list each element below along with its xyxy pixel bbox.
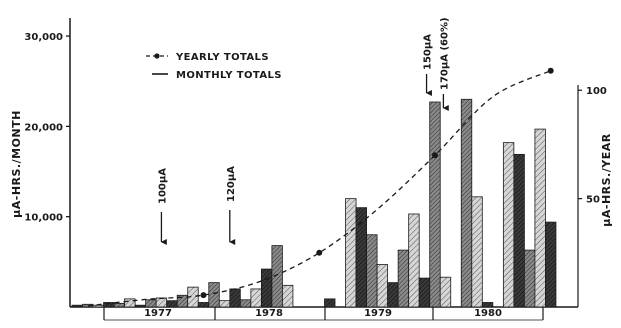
monthly-bar	[523, 249, 536, 308]
monthly-bar	[260, 268, 273, 308]
monthly-bar	[534, 128, 546, 308]
monthly-bar	[71, 304, 83, 308]
monthly-bar	[439, 276, 452, 308]
monthly-bar	[155, 297, 168, 308]
yearly-total-point	[200, 292, 207, 299]
monthly-bar	[502, 142, 515, 308]
year-label: 1977	[144, 308, 172, 319]
monthly-bar	[113, 302, 126, 308]
monthly-bar	[208, 282, 220, 308]
legend-monthly-label: MONTHLY TOTALS	[176, 70, 282, 81]
monthly-bar	[145, 299, 157, 308]
monthly-bar	[229, 288, 241, 308]
monthly-bar	[282, 284, 294, 308]
monthly-bars	[71, 98, 557, 308]
year-label: 1979	[364, 308, 392, 319]
monthly-bar	[218, 300, 231, 308]
monthly-bar	[545, 221, 557, 308]
monthly-bar	[239, 299, 252, 308]
monthly-bar	[513, 153, 525, 308]
monthly-bar	[124, 298, 136, 308]
monthly-bar	[92, 304, 104, 308]
yearly-totals-line	[87, 70, 551, 307]
annotation-label: 120µA	[226, 166, 237, 202]
year-axis: 1977 1978 1979 1980	[103, 307, 544, 321]
annotations: 100µA 120µA 150µA 170µA (60%)	[157, 17, 450, 245]
monthly-bar	[250, 288, 262, 308]
right-axis-ticks: 50 100	[578, 86, 607, 206]
monthly-bar	[366, 234, 378, 308]
left-axis-title: µA-HRS./MONTH	[10, 110, 23, 218]
monthly-bar	[408, 213, 420, 308]
monthly-bar	[197, 302, 210, 308]
yearly-total-point	[547, 67, 554, 74]
right-axis-title: µA-HRS./YEAR	[600, 133, 613, 226]
monthly-bar	[429, 101, 441, 308]
monthly-bar	[481, 302, 494, 308]
legend-yearly-label: YEARLY TOTALS	[175, 52, 269, 63]
year-label: 1978	[255, 308, 283, 319]
annotation-label: 150µA	[423, 34, 434, 70]
axes	[69, 18, 579, 308]
monthly-bar	[387, 282, 399, 308]
monthly-bar	[324, 298, 336, 308]
monthly-bar	[166, 300, 178, 308]
legend-yearly-swatch-dot	[154, 53, 160, 59]
annotation-label: 100µA	[157, 168, 168, 204]
monthly-bar	[460, 98, 473, 308]
legend: YEARLY TOTALS MONTHLY TOTALS	[146, 52, 282, 81]
left-axis-ticks: 10,000 20,000 30,000	[24, 32, 70, 224]
monthly-bar	[271, 245, 283, 308]
monthly-bar	[418, 277, 431, 308]
left-tick-label: 10,000	[24, 213, 63, 224]
right-tick-label: 50	[586, 195, 600, 206]
yearly-total-point	[316, 249, 323, 256]
annotation-label: 170µA (60%)	[439, 17, 450, 90]
left-tick-label: 20,000	[24, 122, 63, 133]
yearly-totals-series	[87, 67, 554, 307]
yearly-total-point	[431, 152, 438, 159]
monthly-bar	[345, 198, 357, 308]
year-label: 1980	[474, 308, 502, 319]
monthly-bar	[134, 304, 147, 308]
monthly-bar	[471, 196, 483, 308]
monthly-bar	[376, 264, 389, 308]
monthly-bar	[397, 249, 410, 308]
right-tick-label: 100	[586, 86, 607, 97]
left-tick-label: 30,000	[24, 32, 63, 43]
